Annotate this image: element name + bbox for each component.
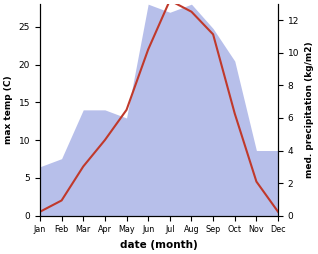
Y-axis label: max temp (C): max temp (C) (4, 75, 13, 144)
X-axis label: date (month): date (month) (120, 240, 198, 250)
Y-axis label: med. precipitation (kg/m2): med. precipitation (kg/m2) (305, 42, 314, 178)
